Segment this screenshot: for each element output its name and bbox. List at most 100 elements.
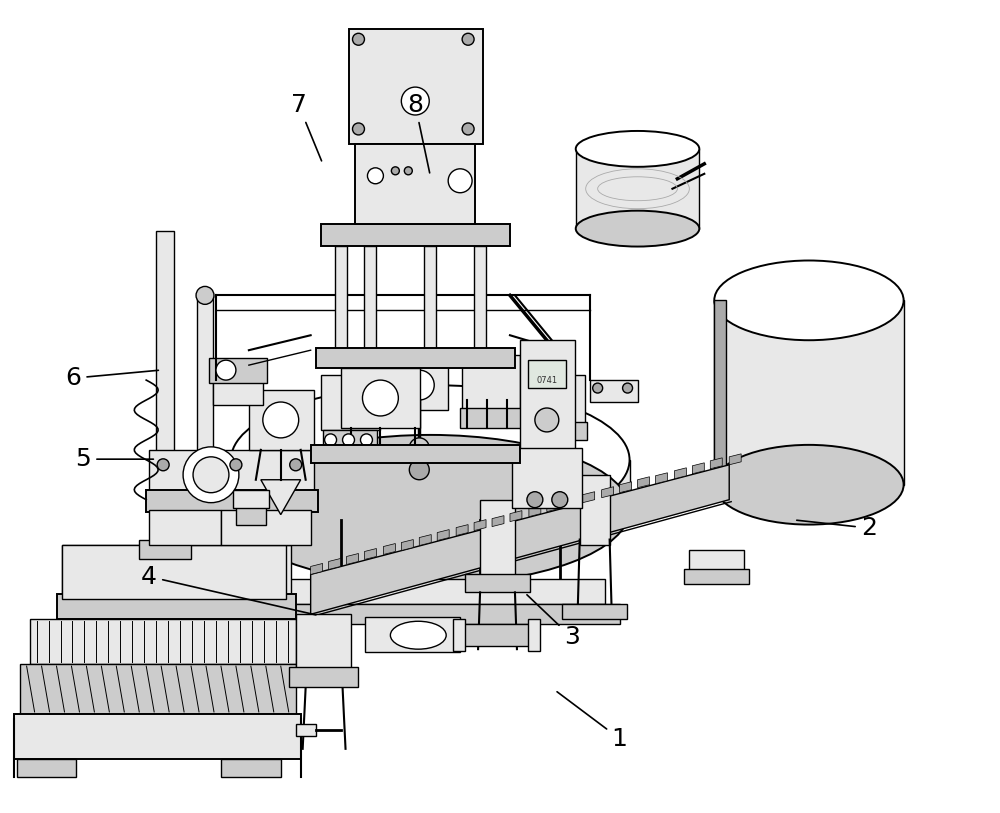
Bar xyxy=(296,724,316,736)
Polygon shape xyxy=(692,463,704,474)
Bar xyxy=(341,368,420,428)
Ellipse shape xyxy=(409,460,429,480)
Polygon shape xyxy=(576,149,699,228)
Bar xyxy=(139,540,191,559)
Bar xyxy=(474,246,486,350)
Bar xyxy=(321,224,510,246)
Bar xyxy=(355,144,475,224)
Ellipse shape xyxy=(230,459,242,471)
Ellipse shape xyxy=(157,459,169,471)
Text: 2: 2 xyxy=(797,516,877,540)
Text: 8: 8 xyxy=(407,93,430,173)
Ellipse shape xyxy=(714,260,904,340)
Ellipse shape xyxy=(409,438,429,458)
Ellipse shape xyxy=(183,447,239,502)
Text: 6: 6 xyxy=(65,366,158,390)
Polygon shape xyxy=(474,520,486,531)
Polygon shape xyxy=(638,476,649,488)
Bar xyxy=(525,375,585,425)
Polygon shape xyxy=(510,511,522,522)
Bar xyxy=(209,359,267,383)
Polygon shape xyxy=(655,473,667,484)
Polygon shape xyxy=(14,714,301,759)
Polygon shape xyxy=(729,454,741,465)
Ellipse shape xyxy=(623,383,633,393)
Bar xyxy=(512,448,582,507)
Bar xyxy=(453,620,465,651)
Bar xyxy=(365,617,460,652)
Ellipse shape xyxy=(343,434,354,446)
Polygon shape xyxy=(20,664,296,714)
Text: 3: 3 xyxy=(527,595,580,650)
Ellipse shape xyxy=(552,492,568,507)
Polygon shape xyxy=(364,549,376,559)
Bar xyxy=(221,759,281,776)
Bar xyxy=(590,380,638,402)
Polygon shape xyxy=(311,465,729,615)
Bar xyxy=(311,445,520,463)
Ellipse shape xyxy=(353,123,364,135)
Ellipse shape xyxy=(390,621,446,649)
Bar xyxy=(684,569,749,585)
Bar xyxy=(221,510,311,545)
Bar xyxy=(236,505,266,524)
Polygon shape xyxy=(710,458,722,469)
Ellipse shape xyxy=(401,87,429,115)
Ellipse shape xyxy=(353,33,364,46)
Bar xyxy=(249,390,314,450)
Bar xyxy=(465,575,530,593)
Polygon shape xyxy=(714,300,904,485)
Polygon shape xyxy=(674,467,686,479)
Bar xyxy=(520,340,575,450)
Polygon shape xyxy=(62,545,286,599)
Bar xyxy=(316,348,515,368)
Ellipse shape xyxy=(231,385,630,535)
Ellipse shape xyxy=(404,370,434,400)
Polygon shape xyxy=(602,487,614,498)
Ellipse shape xyxy=(290,459,302,471)
Bar xyxy=(57,594,296,620)
Polygon shape xyxy=(437,529,449,541)
Polygon shape xyxy=(383,544,395,554)
Ellipse shape xyxy=(196,286,214,304)
Polygon shape xyxy=(714,300,726,485)
Bar xyxy=(146,489,318,511)
Ellipse shape xyxy=(404,167,412,175)
Bar xyxy=(528,620,540,651)
Bar xyxy=(580,475,610,545)
Bar xyxy=(197,295,213,465)
Ellipse shape xyxy=(231,435,630,585)
Bar xyxy=(462,355,520,410)
Polygon shape xyxy=(231,460,630,510)
Bar xyxy=(149,450,314,494)
Polygon shape xyxy=(620,482,632,493)
Bar xyxy=(62,545,291,599)
Ellipse shape xyxy=(714,445,904,524)
Ellipse shape xyxy=(462,33,474,46)
Polygon shape xyxy=(401,540,413,550)
Bar xyxy=(480,500,515,580)
Bar xyxy=(528,360,566,388)
Bar xyxy=(455,624,535,646)
Bar xyxy=(689,550,744,575)
Bar xyxy=(335,246,347,350)
Polygon shape xyxy=(261,480,301,515)
Bar xyxy=(424,246,436,350)
Text: 1: 1 xyxy=(557,692,628,750)
Bar xyxy=(349,29,483,144)
Bar xyxy=(149,510,221,545)
Bar xyxy=(364,246,376,350)
Bar xyxy=(241,604,620,624)
Ellipse shape xyxy=(325,434,337,446)
Bar xyxy=(460,408,522,428)
Polygon shape xyxy=(419,535,431,546)
Text: 5: 5 xyxy=(76,447,153,472)
Ellipse shape xyxy=(263,402,299,438)
Ellipse shape xyxy=(576,211,699,246)
Ellipse shape xyxy=(576,131,699,167)
Ellipse shape xyxy=(527,492,543,507)
Ellipse shape xyxy=(593,383,603,393)
Polygon shape xyxy=(529,506,541,516)
Bar xyxy=(256,580,605,604)
Bar xyxy=(562,604,627,620)
